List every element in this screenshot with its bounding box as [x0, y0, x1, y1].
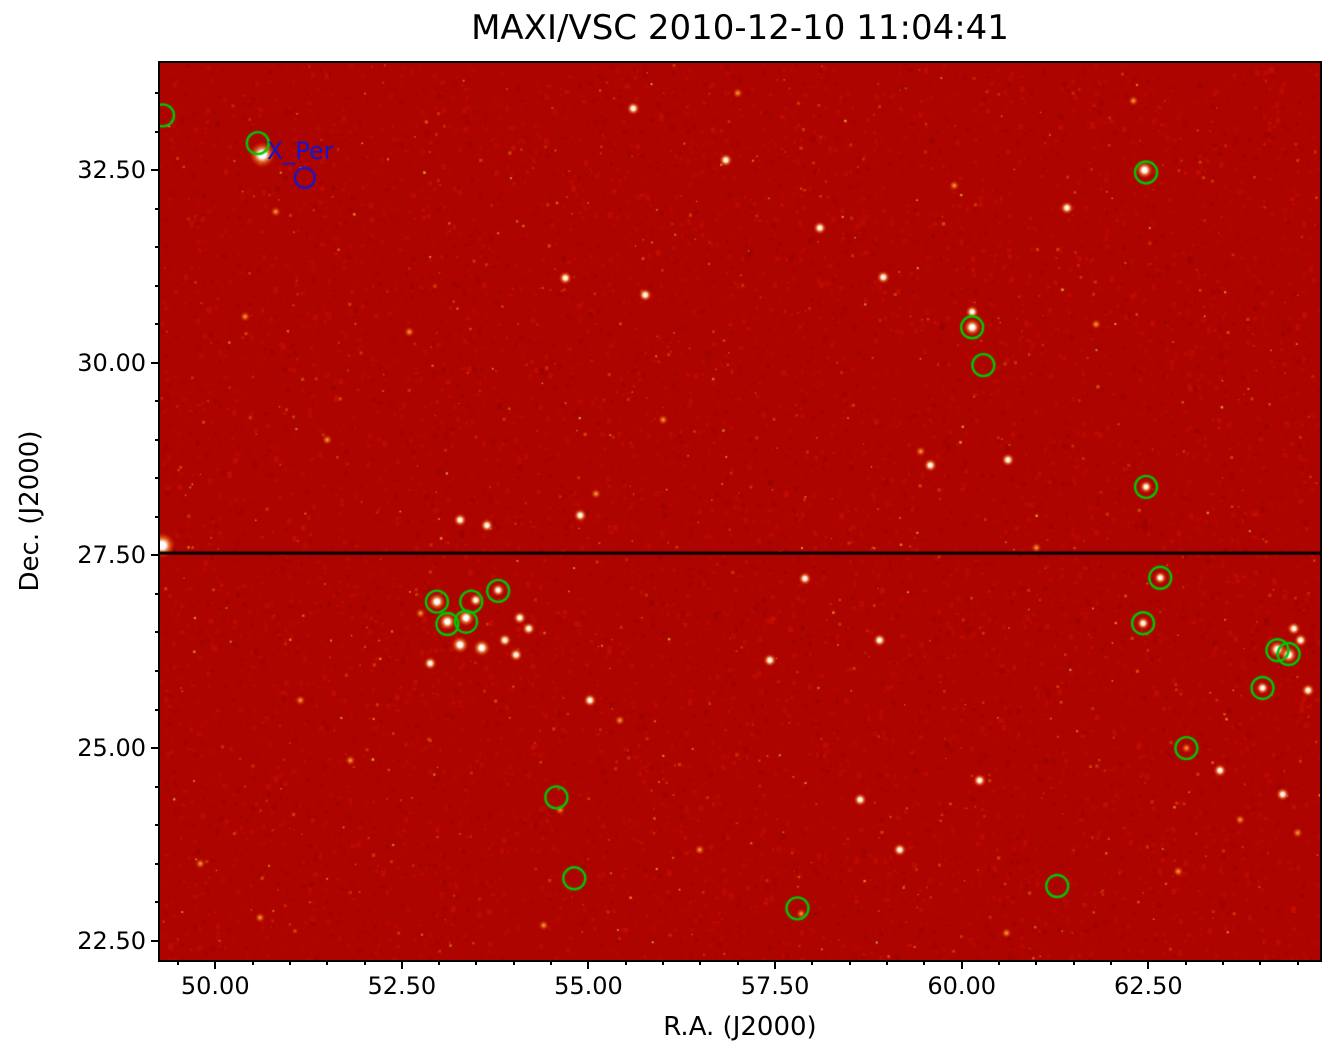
y-minor-tick — [155, 207, 160, 210]
y-tick-label: 27.50 — [77, 541, 146, 570]
x-tick-label: 52.50 — [367, 972, 437, 1000]
sky-image-canvas — [160, 63, 1320, 960]
x-minor-tick — [1221, 960, 1224, 965]
x-minor-tick — [326, 960, 329, 965]
x-minor-tick — [1072, 960, 1075, 965]
y-minor-tick — [155, 323, 160, 326]
x-minor-tick — [1259, 960, 1262, 965]
x-minor-tick — [923, 960, 926, 965]
y-minor-tick — [155, 92, 160, 95]
x-minor-tick — [512, 960, 515, 965]
x-minor-tick — [475, 960, 478, 965]
x-major-tick — [214, 960, 217, 969]
x-minor-tick — [662, 960, 665, 965]
x-minor-tick — [624, 960, 627, 965]
x-minor-tick — [886, 960, 889, 965]
y-tick-label: 25.00 — [77, 734, 146, 763]
y-minor-tick — [155, 592, 160, 595]
y-tick-label: 32.50 — [77, 156, 146, 185]
x-major-tick — [400, 960, 403, 969]
y-major-tick — [151, 747, 160, 750]
x-minor-tick — [176, 960, 179, 965]
y-minor-tick — [155, 824, 160, 827]
x-major-tick — [587, 960, 590, 969]
y-minor-tick — [155, 130, 160, 133]
plot-area: X_Per — [158, 61, 1322, 962]
y-minor-tick — [155, 477, 160, 480]
x-major-tick — [774, 960, 777, 969]
y-major-tick — [151, 361, 160, 364]
x-minor-tick — [550, 960, 553, 965]
y-axis-label: Dec. (J2000) — [15, 430, 45, 592]
x-axis-label: R.A. (J2000) — [663, 1012, 817, 1042]
x-minor-tick — [848, 960, 851, 965]
y-minor-tick — [155, 901, 160, 904]
x-tick-label: 50.00 — [180, 972, 250, 1000]
y-minor-tick — [155, 246, 160, 249]
x-minor-tick — [363, 960, 366, 965]
x-tick-label: 57.50 — [740, 972, 810, 1000]
y-minor-tick — [155, 631, 160, 634]
x-major-tick — [960, 960, 963, 969]
y-minor-tick — [155, 862, 160, 865]
y-minor-tick — [155, 708, 160, 711]
x-minor-tick — [736, 960, 739, 965]
x-tick-label: 60.00 — [927, 972, 997, 1000]
y-minor-tick — [155, 670, 160, 673]
x-minor-tick — [1184, 960, 1187, 965]
y-minor-tick — [155, 785, 160, 788]
x-minor-tick — [251, 960, 254, 965]
x-minor-tick — [1109, 960, 1112, 965]
y-minor-tick — [155, 515, 160, 518]
x-minor-tick — [1296, 960, 1299, 965]
x-major-tick — [1147, 960, 1150, 969]
y-minor-tick — [155, 284, 160, 287]
y-minor-tick — [155, 438, 160, 441]
y-major-tick — [151, 554, 160, 557]
x-minor-tick — [811, 960, 814, 965]
y-major-tick — [151, 169, 160, 172]
x-minor-tick — [438, 960, 441, 965]
xper-annotation-label: X_Per — [266, 136, 334, 165]
y-major-tick — [151, 939, 160, 942]
x-minor-tick — [288, 960, 291, 965]
y-tick-label: 22.50 — [77, 926, 146, 955]
x-minor-tick — [699, 960, 702, 965]
x-minor-tick — [998, 960, 1001, 965]
x-tick-label: 55.00 — [554, 972, 623, 1000]
x-minor-tick — [1035, 960, 1038, 965]
y-tick-label: 30.00 — [77, 348, 146, 377]
x-tick-label: 62.50 — [1113, 972, 1183, 1000]
y-minor-tick — [155, 400, 160, 403]
figure-title: MAXI/VSC 2010-12-10 11:04:41 — [471, 8, 1009, 48]
